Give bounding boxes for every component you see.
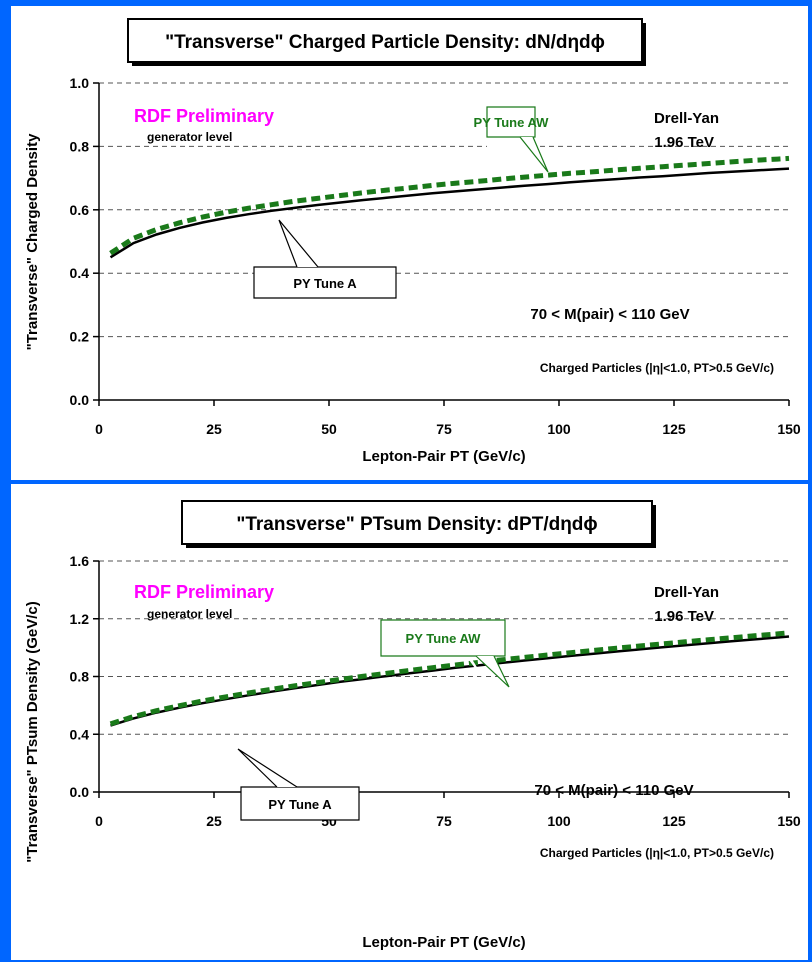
- x-tick-label: 75: [436, 421, 452, 437]
- callout-aw-box: [380, 619, 506, 657]
- callout-aw-pointer: [475, 655, 510, 688]
- callout-a-pointer: [237, 748, 298, 788]
- preliminary-label: RDF Preliminary: [134, 106, 274, 126]
- callout-a-label: PY Tune A: [293, 276, 357, 291]
- callout-a-box: [240, 786, 360, 821]
- grid-lines: [99, 82, 789, 338]
- y-tick-label: 1.0: [70, 75, 90, 91]
- y-tick-label: 0.6: [70, 202, 90, 218]
- callout-a-cover: [309, 243, 321, 267]
- y-tick-label: 0.0: [70, 784, 90, 800]
- callout-aw-label: PY Tune AW: [474, 115, 550, 130]
- top-chart: "Transverse" Charged Particle Density: d…: [24, 18, 801, 465]
- callout-aw-label: PY Tune AW: [406, 631, 482, 646]
- x-axis-label: Lepton-Pair PT (GeV/c): [362, 934, 525, 951]
- generator-label: generator level: [147, 607, 232, 621]
- bottom-chart-panel: "Transverse" PTsum Density: dPT/dηdϕ 0.0…: [11, 484, 808, 960]
- bottom-chart: "Transverse" PTsum Density: dPT/dηdϕ 0.0…: [24, 500, 801, 951]
- process-label: Drell-Yan: [654, 584, 719, 601]
- axis-ticks: 0.00.40.81.21.60 25 50 75 100 125 150: [70, 553, 801, 829]
- title-box: [127, 18, 643, 63]
- y-tick-label: 0.8: [70, 669, 90, 685]
- x-tick-label: 25: [206, 813, 222, 829]
- callout-aw-pointer: [519, 136, 549, 173]
- mass-cut-label: 70 < M(pair) < 110 GeV: [530, 306, 689, 323]
- energy-label: 1.96 TeV: [654, 608, 714, 625]
- y-tick-label: 0.2: [70, 329, 90, 345]
- x-tick-label: 125: [662, 813, 686, 829]
- energy-label: 1.96 TeV: [654, 134, 714, 151]
- process-label: Drell-Yan: [654, 110, 719, 127]
- y-tick-label: 1.6: [70, 553, 90, 569]
- particles-cut-label: Charged Particles (|η|<1.0, PT>0.5 GeV/c…: [540, 361, 774, 375]
- callout-a-pointer: [278, 219, 319, 268]
- grid-lines: [99, 560, 789, 735]
- y-tick-label: 1.2: [70, 611, 90, 627]
- x-tick-label: 100: [547, 813, 571, 829]
- title-box: [181, 500, 653, 545]
- x-tick-label: 0: [95, 421, 103, 437]
- y-tick-label: 0.4: [70, 265, 90, 281]
- x-tick-label: 125: [662, 421, 686, 437]
- x-tick-label: 150: [777, 813, 801, 829]
- chart-title: "Transverse" PTsum Density: dPT/dηdϕ: [236, 514, 597, 535]
- y-tick-label: 0.0: [70, 392, 90, 408]
- x-tick-label: 75: [436, 813, 452, 829]
- x-axis-label: Lepton-Pair PT (GeV/c): [362, 448, 525, 465]
- y-axis-label: "Transverse" Charged Density: [24, 133, 41, 350]
- y-axis-label: "Transverse" PTsum Density (GeV/c): [24, 601, 41, 863]
- series-lines: [109, 630, 790, 727]
- top-chart-panel: "Transverse" Charged Particle Density: d…: [11, 6, 808, 480]
- x-tick-label: 25: [206, 421, 222, 437]
- x-tick-label: 100: [547, 421, 571, 437]
- particles-cut-label: Charged Particles (|η|<1.0, PT>0.5 GeV/c…: [540, 846, 774, 860]
- x-tick-label: 150: [777, 421, 801, 437]
- callout-aw-box: [486, 106, 536, 138]
- y-tick-label: 0.4: [70, 726, 90, 742]
- callout-a-box: [253, 266, 397, 299]
- series-line-tune-aw: [109, 630, 790, 727]
- series-line-tune-a: [109, 167, 790, 259]
- series-line-tune-aw: [109, 155, 790, 256]
- mass-cut-label: 70 < M(pair) < 110 GeV: [534, 782, 693, 799]
- chart-title: "Transverse" Charged Particle Density: d…: [165, 32, 605, 53]
- y-tick-label: 0.8: [70, 138, 90, 154]
- axis-ticks: 0.0 0.2 0.4 0.6 0.8 1.0 0 25 50 75 100 125 150: [70, 75, 801, 437]
- x-tick-label: 50: [321, 421, 337, 437]
- callout-a-label: PY Tune A: [268, 797, 332, 812]
- series-lines: [109, 155, 790, 259]
- generator-label: generator level: [147, 130, 232, 144]
- preliminary-label: RDF Preliminary: [134, 582, 274, 602]
- x-tick-label: 0: [95, 813, 103, 829]
